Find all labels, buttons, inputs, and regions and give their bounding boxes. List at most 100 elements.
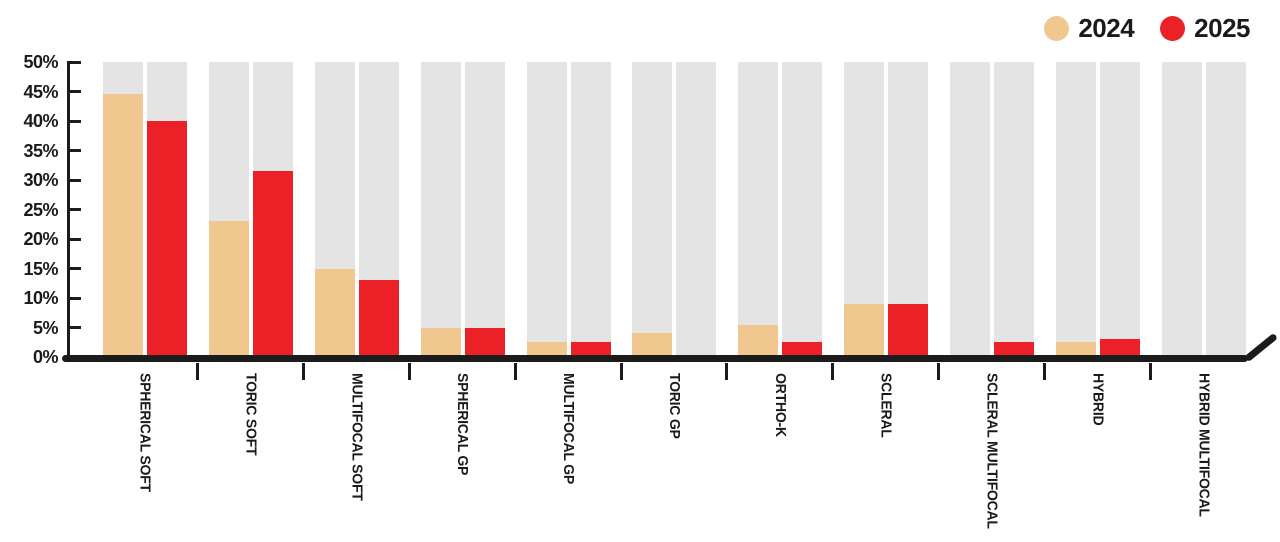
bar-track: [1056, 62, 1097, 357]
x-axis-label: TORIC SOFT: [242, 373, 260, 456]
bar-2025: [358, 280, 399, 357]
bar-2025: [570, 342, 611, 357]
bar-track: [844, 62, 885, 357]
x-axis-label: SCLERAL MULTIFOCAL: [983, 373, 1001, 529]
bar-2024: [314, 268, 355, 357]
bar-2024: [208, 221, 249, 357]
legend: 2024 2025: [1044, 13, 1250, 44]
bar-2025: [464, 327, 505, 357]
bar-track: [147, 62, 187, 357]
bar-track: [738, 62, 779, 357]
y-axis-label: 10%: [23, 288, 58, 308]
y-axis-label: 20%: [23, 229, 58, 249]
x-axis-label: SPHERICAL GP: [454, 373, 472, 476]
y-axis-tick: [70, 208, 81, 211]
bar-group: TORIC SOFT: [208, 62, 305, 455]
y-axis-tick: [70, 237, 81, 241]
legend-label-2025: 2025: [1194, 13, 1250, 43]
bar-pair: [526, 62, 611, 357]
bar-track: [358, 62, 399, 357]
x-axis-tick: [725, 363, 729, 380]
x-axis-tick: [301, 363, 305, 380]
y-axis-label: 35%: [23, 140, 58, 161]
x-axis-line: [62, 355, 1248, 362]
x-axis-label: HYBRID MULTIFOCAL: [1195, 373, 1213, 517]
y-axis-label: 45%: [23, 81, 58, 102]
bar-group: SPHERICAL GP: [420, 62, 517, 475]
bar-track: [103, 62, 143, 357]
y-axis-tick: [70, 149, 81, 152]
x-axis-label: MULTIFOCAL SOFT: [348, 373, 366, 501]
y-axis-tick: [70, 267, 81, 270]
x-axis-tick: [513, 363, 517, 380]
bar-group: MULTIFOCAL SOFT: [314, 62, 411, 501]
bar-2025: [252, 171, 293, 357]
y-axis-tick: [70, 60, 81, 64]
bar-group: HYBRID: [1056, 62, 1153, 425]
legend-item-2024: 2024: [1044, 13, 1135, 44]
bar-track: [1161, 62, 1202, 357]
bar-track: [252, 62, 293, 357]
bar-2025: [994, 342, 1035, 357]
x-axis-tick: [196, 363, 199, 380]
y-axis-line: [67, 61, 70, 358]
legend-swatch-2025-icon: [1160, 16, 1186, 41]
bar-track: [464, 62, 505, 357]
bar-track: [676, 62, 717, 357]
bar-2024: [738, 324, 779, 357]
bar-track: [950, 62, 991, 357]
y-axis-label: 0%: [32, 347, 59, 367]
y-axis-tick: [70, 90, 81, 93]
bar-group: MULTIFOCAL GP: [526, 62, 623, 484]
bar-2024: [1056, 342, 1097, 357]
bar-track: [994, 62, 1035, 357]
bar-track: [782, 62, 823, 357]
x-axis-label: SCLERAL: [877, 373, 895, 438]
bar-group: HYBRID MULTIFOCAL: [1161, 62, 1246, 517]
bar-track: [420, 62, 461, 357]
bar-2024: [420, 327, 461, 357]
bar-track: [314, 62, 355, 357]
y-axis-tick: [70, 326, 81, 329]
x-axis-label: SPHERICAL SOFT: [136, 373, 154, 492]
x-axis-label: MULTIFOCAL GP: [560, 373, 578, 484]
bar-track: [888, 62, 929, 357]
bar-2024: [526, 342, 567, 357]
y-axis-label: 30%: [23, 170, 58, 190]
y-axis-tick: [70, 178, 81, 182]
x-axis-tick: [831, 363, 835, 380]
y-axis-tick: [70, 119, 81, 123]
bar-pair: [950, 62, 1035, 357]
y-axis: 0% 5% 10% 15% 20% 25% 30% 35% 40% 45% 50%: [0, 52, 100, 367]
bar-2024: [632, 333, 673, 357]
bar-track: [526, 62, 567, 357]
bar-track: [1100, 62, 1141, 357]
bar-group: SCLERAL: [844, 62, 941, 438]
x-axis-label: HYBRID: [1089, 373, 1107, 426]
x-axis-tick: [937, 363, 941, 380]
x-axis-tick: [619, 363, 623, 380]
bar-group: TORIC GP: [632, 62, 729, 439]
bar-2025: [782, 342, 823, 357]
bar-2024: [103, 94, 143, 357]
bar-pair: [844, 62, 929, 357]
bar-pair: [314, 62, 399, 357]
bar-group: ORTHO-K: [738, 62, 835, 437]
y-axis-tick: [70, 296, 81, 300]
legend-label-2024: 2024: [1078, 13, 1135, 43]
x-axis-tick: [1149, 363, 1153, 380]
plot-area: SPHERICAL SOFT TORIC SOFT MULTIFOCAL SOFT S…: [68, 62, 1252, 529]
bar-pair: [738, 62, 823, 357]
bar-2025: [147, 121, 187, 357]
bar-group: SPHERICAL SOFT: [103, 62, 199, 492]
y-axis-label: 25%: [23, 199, 58, 220]
y-axis-label: 40%: [23, 111, 58, 131]
x-axis-tick: [407, 363, 411, 380]
bar-pair: [632, 62, 717, 357]
bar-2025: [1100, 339, 1141, 357]
bar-pair: [1056, 62, 1141, 357]
bar-track: [1205, 62, 1246, 357]
bar-track: [632, 62, 673, 357]
bar-pair: [103, 62, 187, 357]
